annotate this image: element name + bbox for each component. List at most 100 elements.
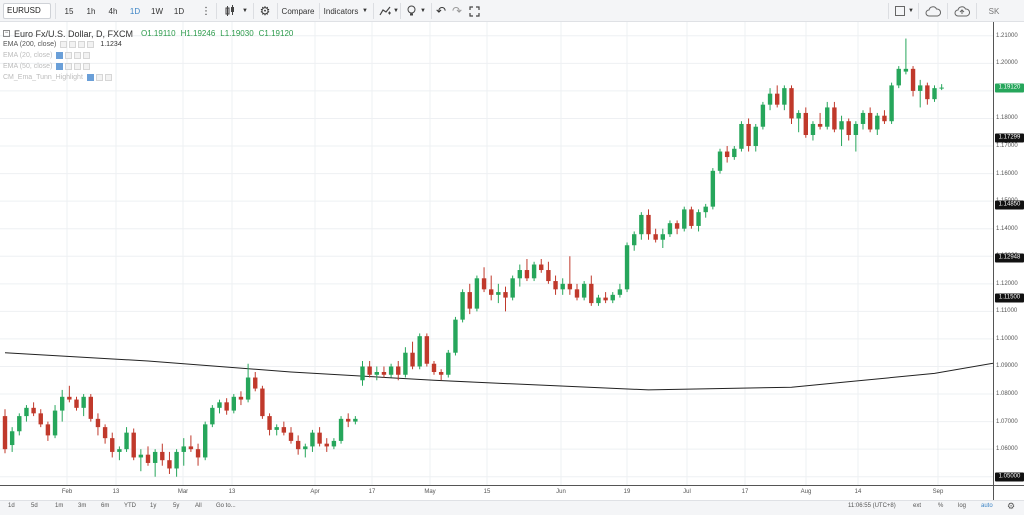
- candle-up: [632, 234, 637, 246]
- ext-hours-toggle[interactable]: ext: [913, 503, 922, 509]
- candle-down: [817, 123, 823, 127]
- go-to-date-button[interactable]: Go to...: [216, 503, 236, 509]
- indicator-more-icon[interactable]: [78, 41, 86, 48]
- candle-down: [410, 352, 415, 367]
- range-all[interactable]: All: [195, 503, 202, 509]
- undo-icon[interactable]: ↶: [435, 4, 447, 18]
- interval-4h[interactable]: 4h: [108, 6, 118, 16]
- cloud-save-icon[interactable]: [923, 2, 943, 20]
- toolbar-divider: [400, 3, 401, 19]
- candle-up: [825, 107, 830, 127]
- interval-1w[interactable]: 1W: [151, 6, 163, 16]
- candle-up: [932, 88, 937, 100]
- candle-down: [674, 223, 680, 229]
- indicator-eye-icon[interactable]: [56, 63, 64, 70]
- legend-indicator-row[interactable]: CM_Ema_Tunn_Highlight: [3, 72, 298, 83]
- ideas-dropdown-icon[interactable]: ▼: [420, 8, 426, 14]
- indicator-name[interactable]: EMA (200, close): [3, 41, 57, 48]
- cloud-upload-icon[interactable]: [952, 2, 972, 20]
- interval-15[interactable]: 15: [64, 6, 74, 16]
- candle-up: [732, 148, 737, 158]
- range-1d[interactable]: 1d: [8, 503, 15, 509]
- legend-indicator-row[interactable]: EMA (20, close): [3, 50, 298, 61]
- clock-timezone[interactable]: 11:06:55 (UTC+8): [848, 503, 896, 509]
- range-1m[interactable]: 1m: [55, 503, 64, 509]
- candle-down: [524, 270, 530, 279]
- bottom-toolbar: 1d 5d 1m 3m 6m YTD 1y 5y All Go to... 11…: [0, 500, 1024, 515]
- range-ytd[interactable]: YTD: [124, 503, 136, 509]
- scale-corner[interactable]: [993, 485, 1024, 500]
- interval-1d[interactable]: 1D: [129, 6, 141, 16]
- toolbar-divider: [373, 3, 374, 19]
- alert-chart-icon[interactable]: [378, 2, 392, 20]
- candle-down: [74, 399, 79, 408]
- candle-up: [117, 449, 122, 452]
- candle-down: [2, 416, 8, 450]
- indicators-dropdown-icon[interactable]: ▼: [362, 8, 368, 14]
- legend-indicator-row[interactable]: EMA (200, close) 1.1234: [3, 39, 298, 50]
- alert-dropdown-icon[interactable]: ▼: [393, 8, 399, 14]
- percent-scale-toggle[interactable]: %: [938, 503, 944, 509]
- indicator-more-icon[interactable]: [74, 63, 82, 70]
- indicator-eye-icon[interactable]: [86, 74, 94, 81]
- indicator-more-icon[interactable]: [74, 52, 82, 59]
- candle-up: [81, 396, 86, 408]
- compare-button[interactable]: Compare: [281, 6, 315, 16]
- indicator-name[interactable]: EMA (50, close): [3, 63, 53, 70]
- price-chart[interactable]: [0, 22, 993, 485]
- indicator-close-icon[interactable]: [83, 63, 91, 70]
- indicator-more-icon[interactable]: [104, 74, 112, 81]
- candle-down: [224, 402, 229, 411]
- legend-close: C1.19120: [258, 29, 294, 38]
- indicator-eye-icon[interactable]: [69, 41, 77, 48]
- candle-up: [767, 93, 773, 105]
- layout-icon[interactable]: [893, 2, 907, 20]
- indicator-settings-icon[interactable]: [60, 41, 68, 48]
- candle-up: [374, 372, 379, 375]
- range-5y[interactable]: 5y: [173, 503, 180, 509]
- price-level-label: 1.17299: [995, 133, 1024, 143]
- indicators-button[interactable]: Indicators: [323, 6, 359, 16]
- indicator-settings-icon[interactable]: [65, 63, 73, 70]
- redo-icon[interactable]: ↷: [451, 4, 463, 18]
- candle-up: [52, 410, 58, 436]
- range-1y[interactable]: 1y: [150, 503, 157, 509]
- log-scale-toggle[interactable]: log: [958, 503, 967, 509]
- layout-dropdown-icon[interactable]: ▼: [908, 8, 914, 14]
- indicator-close-icon[interactable]: [87, 41, 95, 48]
- symbol-search-input[interactable]: EURUSD: [3, 3, 51, 19]
- collapse-legend-icon[interactable]: −: [3, 30, 10, 37]
- candle-up: [939, 87, 944, 89]
- candle-down: [317, 432, 322, 444]
- indicator-close-icon[interactable]: [83, 52, 91, 59]
- account-button[interactable]: SK: [988, 6, 1000, 16]
- candle-up: [453, 319, 458, 353]
- indicator-name[interactable]: EMA (20, close): [3, 52, 53, 59]
- range-5d[interactable]: 5d: [31, 503, 38, 509]
- chart-type-dropdown-icon[interactable]: ▼: [242, 8, 248, 14]
- auto-scale-toggle[interactable]: auto: [981, 503, 993, 509]
- gear-icon[interactable]: ⚙: [259, 4, 271, 18]
- indicator-name[interactable]: CM_Ema_Tunn_Highlight: [3, 74, 83, 81]
- fullscreen-icon[interactable]: [467, 2, 481, 20]
- candle-down: [324, 443, 329, 447]
- range-3m[interactable]: 3m: [78, 503, 87, 509]
- legend-ohlc: O1.19110 H1.19246 L1.19030 C1.19120: [141, 29, 298, 38]
- lightbulb-icon[interactable]: [404, 2, 418, 20]
- time-axis[interactable]: Feb 13 Mar 13 Apr 17 May 15 Jun 19 Jul 17 Aug 14 Sep: [0, 485, 993, 500]
- gear-icon[interactable]: ⚙: [1007, 501, 1016, 511]
- indicator-eye-icon[interactable]: [56, 52, 64, 59]
- candle-up: [417, 336, 422, 367]
- legend-open: O1.19110: [141, 29, 176, 38]
- legend-indicator-row[interactable]: EMA (50, close): [3, 61, 298, 72]
- interval-more-icon[interactable]: ⋮: [201, 5, 211, 17]
- interval-1d-alt[interactable]: 1D: [173, 6, 185, 16]
- candle-up: [796, 112, 801, 119]
- indicator-settings-icon[interactable]: [65, 52, 73, 59]
- price-scale[interactable]: 1.210001.200001.190001.180001.170001.160…: [993, 22, 1024, 485]
- range-6m[interactable]: 6m: [101, 503, 110, 509]
- candle-down: [546, 270, 551, 282]
- candles-style-icon[interactable]: [222, 2, 238, 20]
- indicator-settings-icon[interactable]: [95, 74, 103, 81]
- interval-1h[interactable]: 1h: [86, 6, 96, 16]
